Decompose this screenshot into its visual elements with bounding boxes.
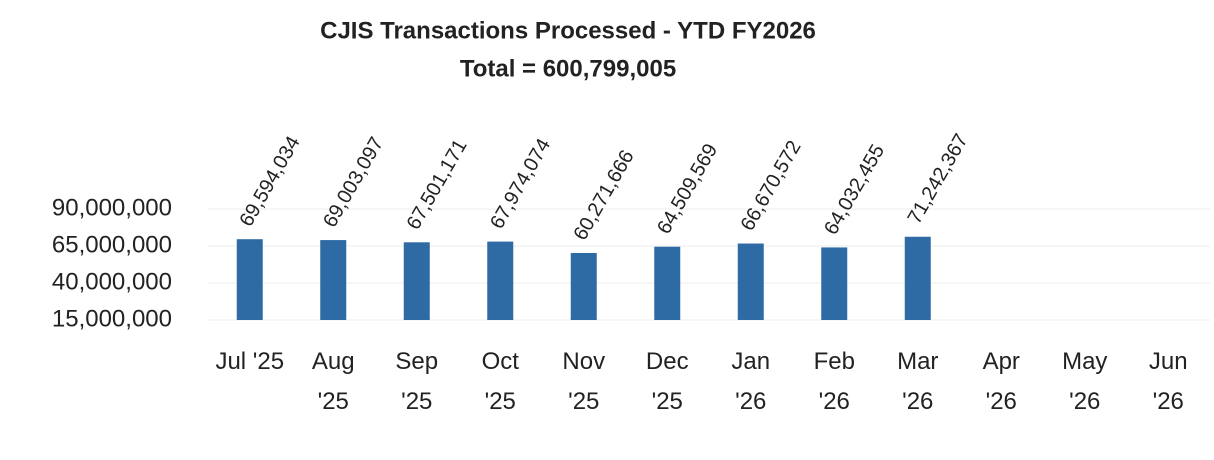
data-label: 60,271,666	[570, 146, 639, 244]
x-tick-label: Mar '26	[897, 348, 939, 415]
x-tick-label: Feb '26	[813, 348, 855, 415]
data-label: 71,242,367	[904, 130, 973, 228]
bar	[737, 243, 764, 320]
data-label: 64,509,569	[653, 140, 722, 238]
bar	[904, 236, 931, 320]
x-tick-label: Jan '26	[731, 348, 771, 415]
y-tick-label: 40,000,000	[52, 268, 172, 295]
y-tick-label: 15,000,000	[52, 305, 172, 332]
bar	[570, 252, 597, 320]
bar	[487, 241, 514, 320]
data-label: 69,003,097	[319, 134, 388, 232]
chart-title: CJIS Transactions Processed - YTD FY2026	[320, 17, 816, 44]
x-tick-label: Aug '25	[311, 348, 355, 415]
x-tick-label: Jul '25	[215, 348, 285, 375]
bar	[654, 246, 681, 320]
x-tick-label: Sep '25	[395, 348, 439, 415]
x-tick-label: Dec '25	[645, 348, 689, 415]
data-label: 67,501,171	[403, 136, 472, 234]
chart-subtitle: Total = 600,799,005	[460, 55, 676, 82]
data-label: 69,594,034	[236, 133, 305, 231]
bar	[821, 247, 848, 320]
y-tick-label: 65,000,000	[52, 231, 172, 258]
data-label: 66,670,572	[737, 137, 806, 235]
bar	[403, 242, 430, 320]
x-tick-label: Nov '25	[562, 348, 606, 415]
bar	[236, 239, 263, 320]
y-tick-label: 90,000,000	[52, 194, 172, 221]
bar	[320, 240, 347, 320]
x-tick-label: Jun '26	[1148, 348, 1188, 415]
x-tick-label: Apr '26	[982, 348, 1020, 415]
x-tick-label: Oct '25	[481, 348, 519, 415]
data-label: 64,032,455	[820, 141, 889, 239]
data-label: 67,974,074	[486, 135, 555, 233]
x-tick-label: May '26	[1062, 348, 1108, 415]
